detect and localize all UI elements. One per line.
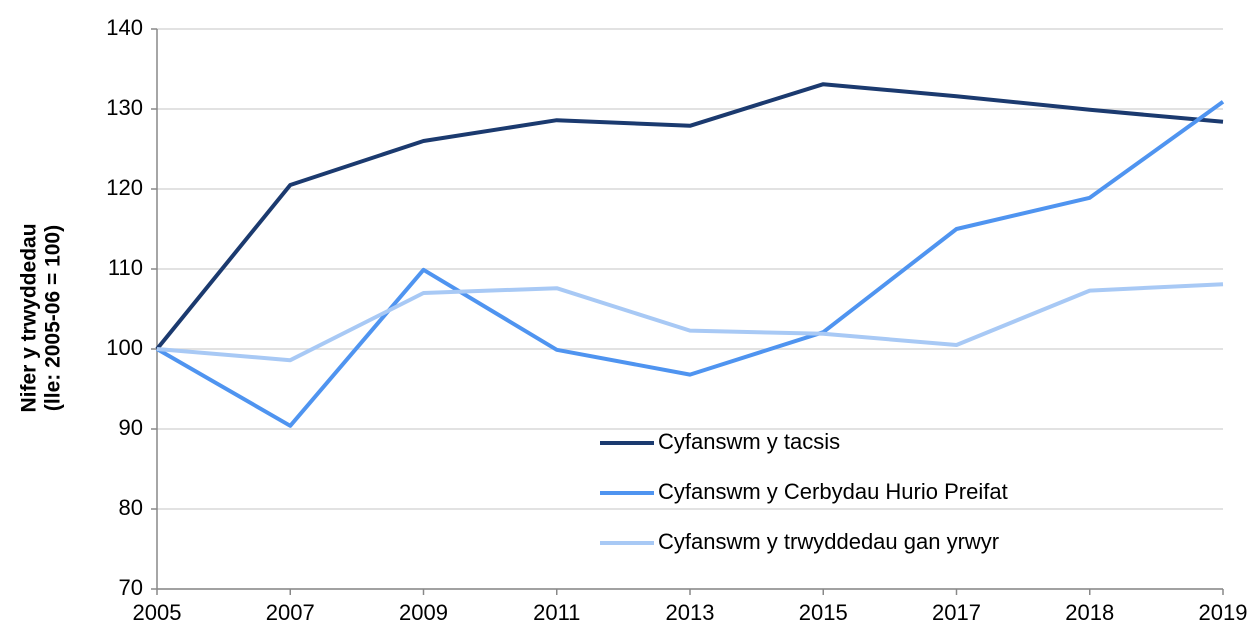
y-axis-title-line: Nifer y trwyddedau bbox=[18, 223, 41, 412]
y-tick-label: 90 bbox=[119, 415, 143, 440]
x-tick-label: 2005 bbox=[133, 600, 182, 625]
x-tick-label: 2007 bbox=[266, 600, 315, 625]
x-tick-label: 2009 bbox=[399, 600, 448, 625]
y-tick-label: 100 bbox=[106, 335, 143, 360]
y-axis-title-line: (lle: 2005-06 = 100) bbox=[42, 225, 65, 411]
x-tick-label: 2017 bbox=[932, 600, 981, 625]
y-axis-title: Nifer y trwyddedau (lle: 2005-06 = 100) bbox=[18, 223, 65, 412]
y-tick-label: 110 bbox=[108, 255, 143, 280]
x-tick-label: 2013 bbox=[666, 600, 715, 625]
y-tick-label: 130 bbox=[106, 95, 143, 120]
x-tick-label: 2011 bbox=[533, 600, 580, 625]
x-tick-label: 2015 bbox=[799, 600, 848, 625]
legend-label: Cyfanswm y Cerbydau Hurio Preifat bbox=[658, 479, 1008, 504]
y-tick-label: 140 bbox=[106, 15, 143, 40]
legend-label: Cyfanswm y tacsis bbox=[658, 429, 840, 454]
line-series bbox=[155, 82, 1224, 351]
y-tick-label: 80 bbox=[119, 495, 143, 520]
line-series bbox=[156, 282, 1224, 363]
x-tick-label: 2018 bbox=[1065, 600, 1114, 625]
legend-label: Cyfanswm y trwyddedau gan yrwyr bbox=[658, 529, 999, 554]
y-tick-label: 120 bbox=[106, 175, 143, 200]
y-tick-label: 70 bbox=[119, 575, 143, 600]
x-tick-label: 2019 bbox=[1199, 600, 1248, 625]
line-series bbox=[156, 100, 1225, 428]
